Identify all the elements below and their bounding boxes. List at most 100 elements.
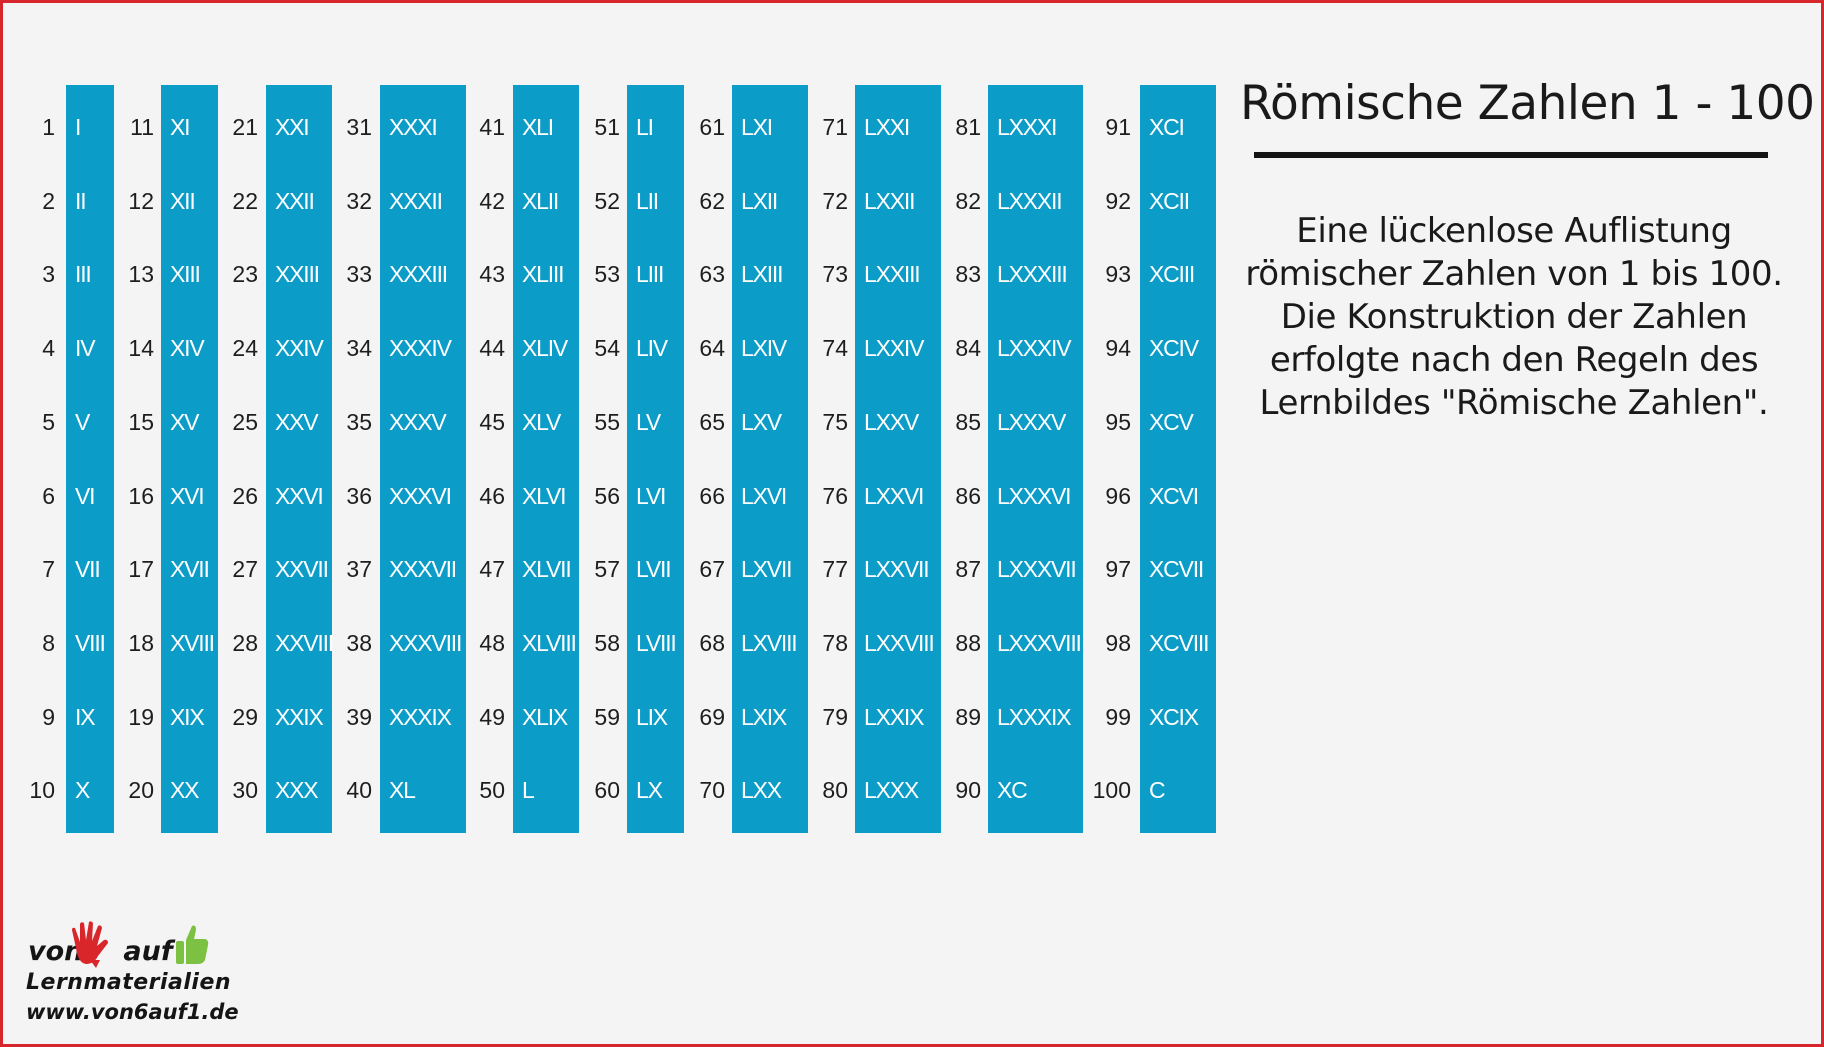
arabic-number: 80 <box>822 777 848 804</box>
arabic-number: 94 <box>1105 335 1131 362</box>
roman-numeral: XLIV <box>522 335 568 362</box>
arabic-number: 61 <box>699 114 725 140</box>
roman-numeral: XLII <box>522 187 559 214</box>
arabic-number: 65 <box>699 408 725 435</box>
arabic-number: 58 <box>594 629 620 656</box>
roman-numeral: C <box>1149 777 1166 804</box>
arabic-number: 92 <box>1105 187 1131 214</box>
arabic-number: 18 <box>128 629 154 656</box>
roman-numeral: XCI <box>1149 114 1185 140</box>
roman-numeral: XCIII <box>1149 261 1195 288</box>
roman-numeral: XXI <box>275 114 310 140</box>
description-line: römischer Zahlen von 1 bis 100. <box>1245 254 1783 294</box>
arabic-number: 14 <box>128 335 154 362</box>
arabic-number: 86 <box>955 482 981 509</box>
roman-numeral: XXII <box>275 187 315 214</box>
roman-numeral: XC <box>997 777 1028 804</box>
arabic-number: 91 <box>1105 114 1131 140</box>
arabic-number: 74 <box>822 335 848 362</box>
arabic-number: 37 <box>346 556 372 583</box>
roman-numeral: LXXXI <box>997 114 1057 140</box>
roman-numeral: XXX <box>275 777 319 804</box>
roman-numeral: XCV <box>1149 408 1194 435</box>
arabic-number: 62 <box>699 187 725 214</box>
numeral-column-bar <box>161 85 218 833</box>
arabic-number: 20 <box>128 777 154 804</box>
roman-numeral: LX <box>636 777 663 804</box>
arabic-number: 12 <box>128 187 154 214</box>
roman-numeral: X <box>75 777 90 804</box>
roman-numeral: LXVII <box>741 556 792 583</box>
numeral-column-bar <box>732 85 808 833</box>
arabic-number: 96 <box>1105 482 1131 509</box>
roman-numeral: LIII <box>636 261 664 288</box>
roman-numeral: IX <box>75 703 96 730</box>
arabic-number: 41 <box>479 114 505 140</box>
roman-numeral: XIX <box>170 703 205 730</box>
arabic-number: 78 <box>822 629 848 656</box>
arabic-number: 71 <box>822 114 848 140</box>
roman-numeral: XCII <box>1149 187 1190 214</box>
arabic-number: 75 <box>822 408 848 435</box>
thumbs-up-icon <box>176 925 209 964</box>
arabic-number: 1 <box>42 114 55 140</box>
roman-numeral: XXVIII <box>275 629 334 656</box>
arabic-number: 25 <box>232 408 258 435</box>
arabic-number: 66 <box>699 482 725 509</box>
arabic-number: 53 <box>594 261 620 288</box>
roman-numeral: XV <box>170 408 200 435</box>
arabic-number: 100 <box>1092 777 1131 804</box>
numeral-column-bar <box>513 85 579 833</box>
arabic-number: 8 <box>42 629 55 656</box>
roman-numeral: XXXVI <box>389 482 452 509</box>
roman-numeral: LXXV <box>864 408 919 435</box>
arabic-number: 64 <box>699 335 725 362</box>
roman-numeral: LXXIX <box>864 703 924 730</box>
arabic-number: 38 <box>346 629 372 656</box>
arabic-number: 23 <box>232 261 258 288</box>
roman-numeral: LXXII <box>864 187 915 214</box>
arabic-number: 2 <box>42 187 55 214</box>
roman-numeral: IV <box>75 335 96 362</box>
arabic-number: 11 <box>130 114 154 140</box>
arabic-number: 52 <box>594 187 620 214</box>
roman-numeral: LXXXIII <box>997 261 1068 288</box>
roman-numeral: XXIX <box>275 703 324 730</box>
roman-numeral: XL <box>389 777 416 804</box>
roman-numeral: LXIX <box>741 703 787 730</box>
title-underline <box>1254 152 1768 158</box>
roman-numeral: XLV <box>522 408 561 435</box>
arabic-number: 56 <box>594 482 620 509</box>
arabic-number: 87 <box>955 556 981 583</box>
roman-numeral: LV <box>636 408 661 435</box>
roman-numeral: XXVII <box>275 556 329 583</box>
roman-numeral: LVI <box>636 482 666 509</box>
arabic-number: 45 <box>479 408 505 435</box>
roman-numeral: LXXXVIII <box>997 629 1082 656</box>
arabic-number: 27 <box>232 556 258 583</box>
roman-numeral: XXXV <box>389 408 447 435</box>
arabic-number: 76 <box>822 482 848 509</box>
roman-numeral: LI <box>636 114 654 140</box>
arabic-number: 9 <box>42 703 55 730</box>
arabic-number: 70 <box>699 777 725 804</box>
roman-numeral: LXI <box>741 114 773 140</box>
numeral-column-bar <box>627 85 684 833</box>
arabic-number: 72 <box>822 187 848 214</box>
arabic-number: 90 <box>955 777 981 804</box>
description-line: erfolgte nach den Regeln des <box>1269 340 1759 380</box>
roman-numeral: LVIII <box>636 629 677 656</box>
roman-numeral: LXXXII <box>997 187 1063 214</box>
roman-numeral: XXXIII <box>389 261 448 288</box>
roman-numeral: XVIII <box>170 629 215 656</box>
roman-numeral: VI <box>75 482 96 509</box>
roman-numeral: XCVIII <box>1149 629 1209 656</box>
roman-numeral: XLVII <box>522 556 572 583</box>
arabic-number: 69 <box>699 703 725 730</box>
roman-numeral: VII <box>75 556 101 583</box>
arabic-number: 73 <box>822 261 848 288</box>
roman-numeral: LXXVIII <box>864 629 935 656</box>
roman-numeral: XXXVIII <box>389 629 462 656</box>
roman-numeral: LXIII <box>741 261 784 288</box>
